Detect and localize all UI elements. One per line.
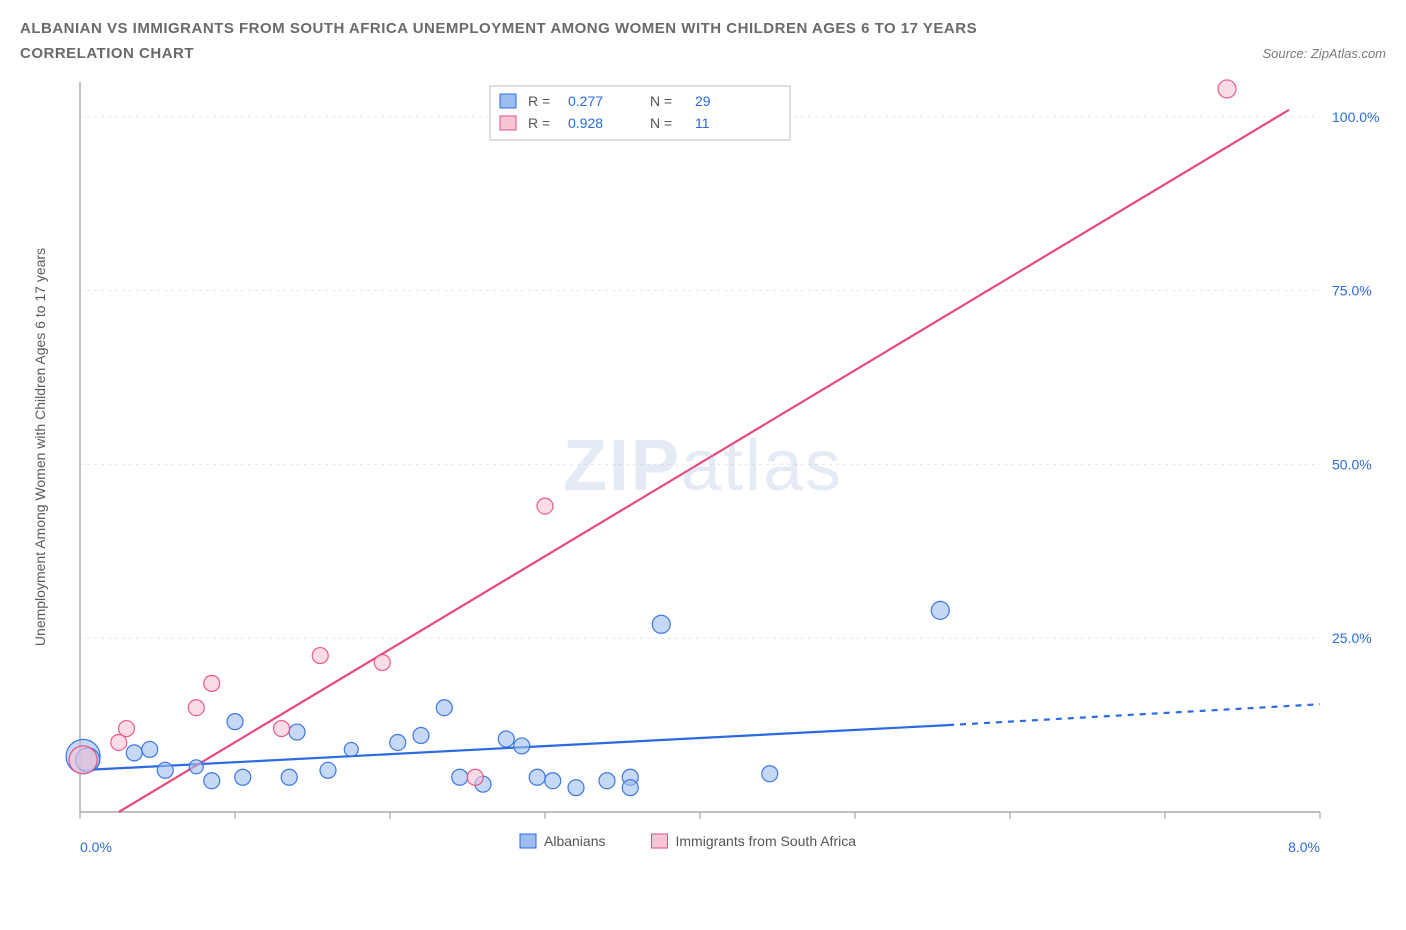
svg-text:0.928: 0.928 <box>568 115 603 131</box>
svg-text:25.0%: 25.0% <box>1332 630 1372 646</box>
svg-text:0.0%: 0.0% <box>80 839 112 855</box>
chart-title: ALBANIAN VS IMMIGRANTS FROM SOUTH AFRICA… <box>20 20 1386 37</box>
svg-text:100.0%: 100.0% <box>1332 109 1379 125</box>
svg-text:75.0%: 75.0% <box>1332 283 1372 299</box>
svg-text:Albanians: Albanians <box>544 833 606 849</box>
subtitle-row: CORRELATION CHART Source: ZipAtlas.com <box>20 45 1386 62</box>
svg-text:R =: R = <box>528 93 550 109</box>
svg-text:Unemployment Among Women with: Unemployment Among Women with Children A… <box>32 248 48 646</box>
svg-text:50.0%: 50.0% <box>1332 456 1372 472</box>
source-credit: Source: ZipAtlas.com <box>1262 46 1386 61</box>
svg-text:Immigrants from South Africa: Immigrants from South Africa <box>676 833 857 849</box>
svg-text:8.0%: 8.0% <box>1288 839 1320 855</box>
svg-text:R =: R = <box>528 115 550 131</box>
svg-text:N =: N = <box>650 93 672 109</box>
svg-text:29: 29 <box>695 93 711 109</box>
svg-text:N =: N = <box>650 115 672 131</box>
chart-subtitle: CORRELATION CHART <box>20 45 194 62</box>
svg-text:11: 11 <box>695 115 710 131</box>
correlation-scatter-chart: 0.0% 8.0% 25.0% 50.0% 75.0% 100.0% Unemploymen… <box>20 72 1386 892</box>
svg-text:0.277: 0.277 <box>568 93 603 109</box>
chart-container: 0.0% 8.0% 25.0% 50.0% 75.0% 100.0% Unemploymen… <box>20 72 1386 892</box>
